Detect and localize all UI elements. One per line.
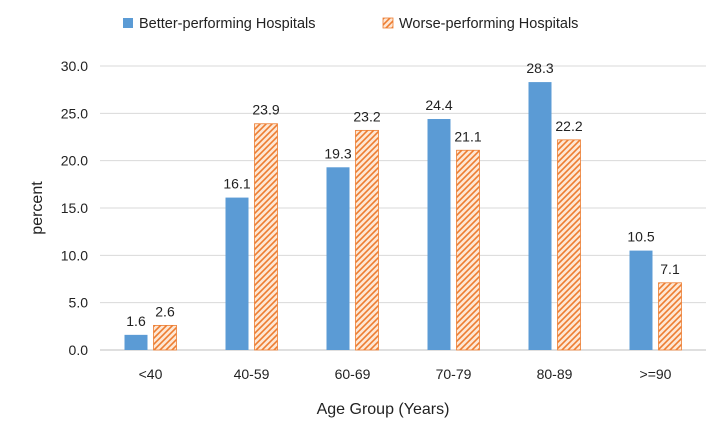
y-tick-label: 30.0 <box>61 58 88 74</box>
y-tick-label: 25.0 <box>61 105 88 121</box>
data-labels: 1.6 2.6 16.1 23.9 19.3 23.2 24.421.1 28.3 22.2 10… <box>126 60 680 329</box>
bar-better-5 <box>629 250 653 350</box>
data-label: 28.3 <box>526 60 553 76</box>
x-tick-label: 40-59 <box>234 366 270 382</box>
y-tick-label: 20.0 <box>61 153 88 169</box>
y-tick-label: 5.0 <box>69 295 89 311</box>
data-label: 22.2 <box>555 118 582 134</box>
legend-swatch-worse <box>382 17 394 29</box>
bar-better-2 <box>326 167 350 350</box>
y-axis-title: percent <box>29 181 46 235</box>
x-tick-label: >=90 <box>640 366 672 382</box>
data-label: 1.6 <box>126 313 146 329</box>
gridlines <box>100 65 706 351</box>
y-tick-label: 15.0 <box>61 200 88 216</box>
x-tick-label: 60-69 <box>335 366 371 382</box>
bar-worse-0 <box>153 324 177 351</box>
bar-worse-5 <box>658 282 682 351</box>
bar-worse-4 <box>557 139 581 351</box>
legend: Better-performing Hospitals Worse-perfor… <box>123 16 578 32</box>
legend-label-worse: Worse-performing Hospitals <box>399 16 578 32</box>
y-tick-label: 0.0 <box>69 342 89 358</box>
data-label: 10.5 <box>627 229 654 245</box>
x-tick-label: <40 <box>139 366 163 382</box>
y-tick-label: 10.0 <box>61 247 88 263</box>
x-axis-title: Age Group (Years) <box>317 401 450 418</box>
data-label: 21.1 <box>454 128 481 144</box>
bars <box>124 82 682 351</box>
legend-label-better: Better-performing Hospitals <box>139 16 316 32</box>
data-label: 2.6 <box>155 303 175 319</box>
bar-worse-1 <box>254 123 278 351</box>
data-label: 19.3 <box>324 145 351 161</box>
data-label: 16.1 <box>223 176 250 192</box>
data-label: 7.1 <box>660 261 680 277</box>
bar-worse-3 <box>456 149 480 351</box>
data-label: 24.4 <box>425 97 452 113</box>
x-tick-label: 80-89 <box>537 366 573 382</box>
bar-worse-2 <box>355 129 379 351</box>
bar-better-3 <box>427 119 451 350</box>
data-label: 23.9 <box>252 102 279 118</box>
bar-better-0 <box>124 334 148 350</box>
legend-swatch-better <box>123 18 133 28</box>
data-label: 23.2 <box>353 108 380 124</box>
bar-better-4 <box>528 82 552 351</box>
x-axis-ticks: <40 40-59 60-69 70-79 80-89 >=90 <box>139 366 672 382</box>
x-tick-label: 70-79 <box>436 366 472 382</box>
y-axis-ticks: 0.0 5.0 10.0 15.0 20.0 25.0 30.0 <box>61 58 88 358</box>
bar-better-1 <box>225 197 249 350</box>
